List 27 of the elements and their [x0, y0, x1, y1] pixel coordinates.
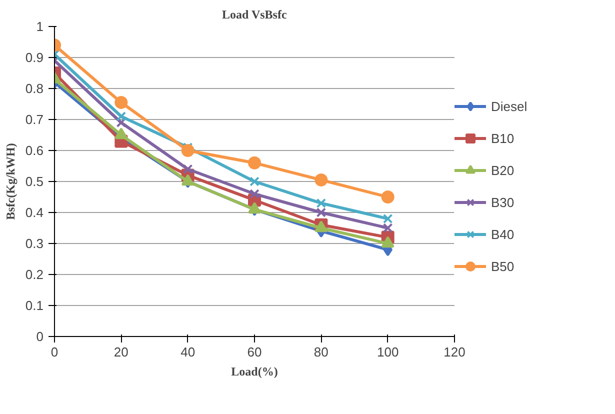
y-axis-title: Bsfc(Kg/kWH) — [3, 143, 18, 220]
chart-title: Load VsBsfc — [222, 8, 288, 22]
x-axis-title: Load(%) — [231, 364, 278, 378]
y-tick-label: 0.5 — [25, 174, 44, 189]
y-tick-label: 0.8 — [25, 81, 44, 96]
y-tick-label: 0.1 — [25, 298, 44, 313]
y-tick-label: 0.3 — [25, 236, 44, 251]
legend-label: Diesel — [491, 98, 528, 114]
y-tick-label: 0.2 — [25, 267, 44, 282]
y-tick-label: 0.7 — [25, 112, 44, 127]
legend-label: B40 — [491, 226, 516, 242]
y-tick-label: 1 — [36, 19, 44, 34]
y-tick-label: 0.9 — [25, 50, 44, 65]
legend-label: B20 — [491, 162, 516, 178]
y-tick-label: 0.6 — [25, 143, 44, 158]
x-tick-label: 80 — [314, 344, 328, 360]
x-tick-label: 100 — [376, 344, 399, 360]
x-tick-label: 40 — [180, 344, 196, 360]
legend-label: B30 — [491, 194, 516, 210]
legend-label: B50 — [491, 258, 516, 274]
y-tick-label: 0 — [36, 329, 44, 344]
x-tick-label: 20 — [114, 344, 128, 360]
y-tick-label: 0.4 — [25, 205, 44, 220]
x-tick-label: 60 — [247, 344, 262, 360]
x-tick-label: 0 — [50, 344, 58, 360]
legend-label: B10 — [491, 130, 516, 146]
x-tick-label: 120 — [444, 344, 466, 360]
